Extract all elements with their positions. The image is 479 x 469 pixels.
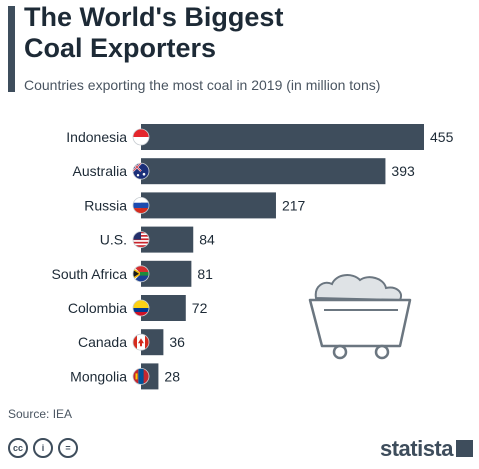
flag-canada-icon bbox=[132, 333, 150, 351]
flag-south-africa-icon bbox=[132, 265, 150, 283]
category-label: Colombia bbox=[68, 300, 127, 316]
bar-row: Colombia 72 bbox=[68, 295, 208, 321]
statista-logo: statista bbox=[379, 436, 454, 461]
chart-title: The World's Biggest Coal Exporters bbox=[24, 2, 284, 63]
statista-logo-icon bbox=[456, 440, 473, 457]
no-derivatives-icon: = bbox=[58, 438, 78, 458]
bar-row: Russia 217 bbox=[84, 192, 306, 219]
bar-row: Canada 36 bbox=[78, 329, 185, 356]
flag-russia-icon bbox=[132, 196, 150, 214]
title-accent-bar bbox=[8, 6, 15, 92]
category-label: Indonesia bbox=[66, 129, 127, 145]
bar bbox=[141, 124, 424, 150]
bar-row: Australia 393 bbox=[73, 158, 415, 185]
cc-icon: cc bbox=[8, 438, 28, 458]
value-label: 72 bbox=[192, 300, 208, 316]
flag-mongolia-icon bbox=[132, 367, 150, 385]
bar bbox=[141, 192, 276, 219]
value-label: 393 bbox=[391, 163, 415, 179]
license-icons: cc i = bbox=[8, 438, 78, 458]
bar-row: Indonesia 455 bbox=[66, 124, 454, 150]
value-label: 28 bbox=[164, 368, 180, 384]
bar-row: Mongolia 28 bbox=[70, 363, 180, 390]
attribution-icon: i bbox=[33, 438, 53, 458]
bar bbox=[141, 158, 386, 185]
value-label: 81 bbox=[197, 266, 213, 282]
flag-australia-icon bbox=[132, 162, 150, 180]
bar-row: U.S. 84 bbox=[100, 226, 215, 253]
value-label: 84 bbox=[199, 232, 215, 248]
category-label: Russia bbox=[84, 197, 127, 213]
flag-us-icon bbox=[132, 231, 150, 249]
category-label: U.S. bbox=[100, 232, 127, 248]
flag-colombia-icon bbox=[132, 299, 150, 317]
value-label: 217 bbox=[282, 197, 306, 213]
chart-subtitle: Countries exporting the most coal in 201… bbox=[24, 77, 381, 93]
mine-cart-icon bbox=[308, 274, 412, 360]
flag-indonesia-icon bbox=[132, 128, 150, 146]
bar-row: South Africa 81 bbox=[52, 260, 213, 287]
category-label: South Africa bbox=[52, 266, 128, 282]
value-label: 455 bbox=[430, 129, 454, 145]
bar bbox=[141, 329, 164, 356]
value-label: 36 bbox=[169, 334, 185, 350]
category-label: Australia bbox=[73, 163, 128, 179]
source-note: Source: IEA bbox=[8, 407, 73, 421]
bar bbox=[141, 226, 194, 253]
category-label: Canada bbox=[78, 334, 127, 350]
bar-chart: Indonesia 455 Australia 393 Russia 217 U.S. 84 S… bbox=[52, 124, 454, 390]
category-label: Mongolia bbox=[70, 368, 127, 384]
